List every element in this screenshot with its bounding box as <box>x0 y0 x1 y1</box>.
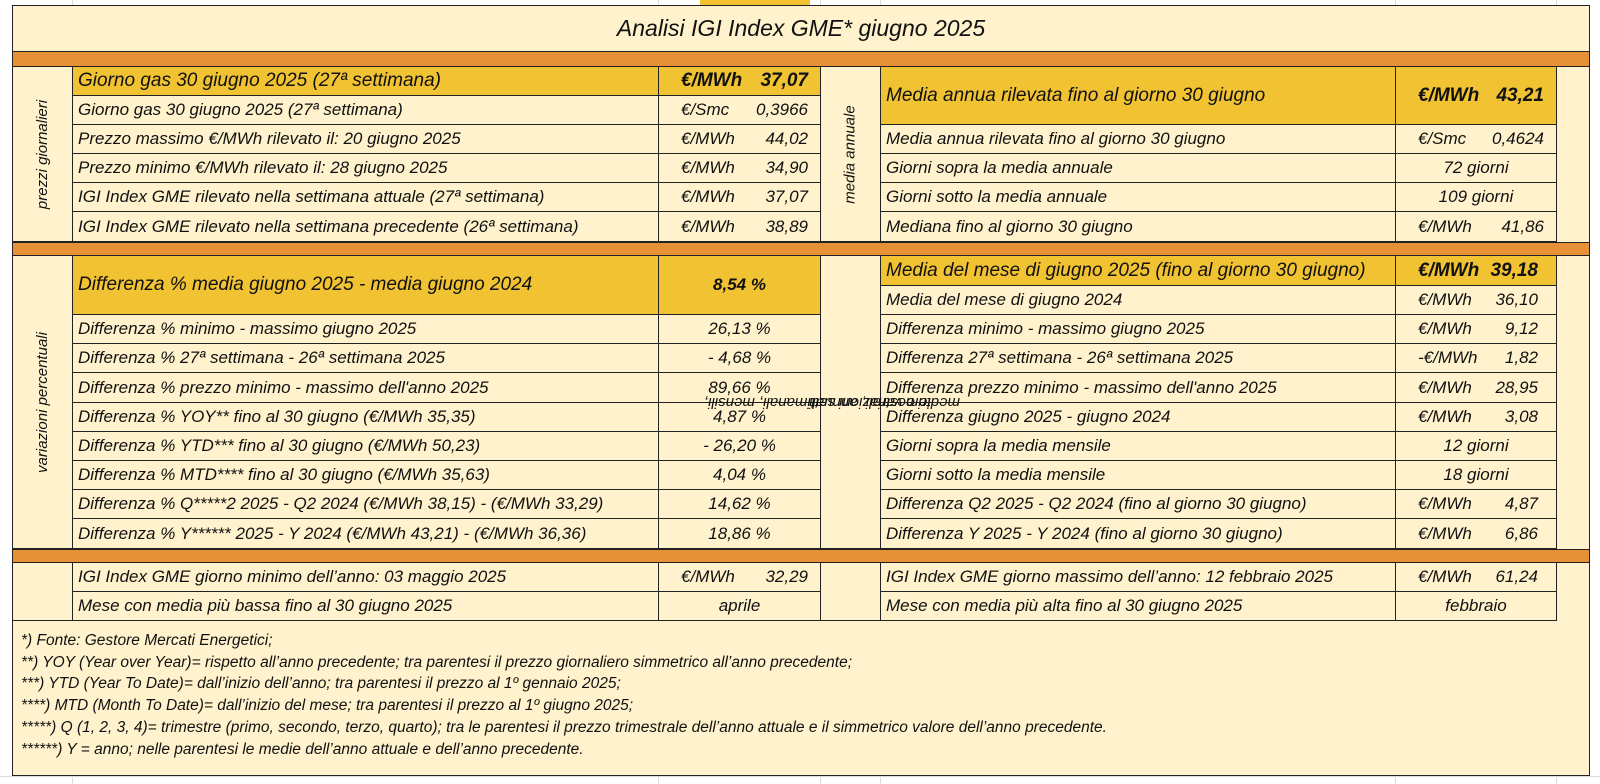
variation-value-0: €/MWh 39,18 <box>1396 256 1557 286</box>
section-label-annual-average: media annuale <box>821 67 881 242</box>
daily-value-0: €/MWh 37,07 <box>659 67 821 96</box>
percent-label-2: Differenza % 27ª settimana - 26ª settima… <box>73 344 659 373</box>
daily-value-4: €/MWh 37,07 <box>659 183 821 212</box>
variation-label-6: Giorni sopra la media mensile <box>881 432 1396 461</box>
bottom-right-label-0: IGI Index GME giorno massimo dell’anno: … <box>881 563 1396 592</box>
section-label-percent-variations: variazioni percentuali <box>13 256 73 549</box>
percent-label-1: Differenza % minimo - massimo giugno 202… <box>73 315 659 344</box>
annual-value-4: €/MWh 41,86 <box>1396 212 1557 242</box>
daily-value-1: €/Smc 0,3966 <box>659 96 821 125</box>
annual-label-3: Giorni sotto la media annuale <box>881 183 1396 212</box>
selected-column-marker <box>700 0 810 5</box>
analysis-sheet: Analisi IGI Index GME* giugno 2025 prezz… <box>12 5 1590 776</box>
daily-label-0: Giorno gas 30 giugno 2025 (27ª settimana… <box>73 67 659 96</box>
percent-label-7: Differenza % Q*****2 2025 - Q2 2024 (€/M… <box>73 490 659 519</box>
variation-label-2: Differenza minimo - massimo giugno 2025 <box>881 315 1396 344</box>
footnote: ***) YTD (Year To Date)= dall’inizio del… <box>21 675 621 693</box>
variation-label-9: Differenza Y 2025 - Y 2024 (fino al gior… <box>881 519 1396 549</box>
footnote: **) YOY (Year over Year)= rispetto all’a… <box>21 653 852 671</box>
percent-value-5: - 26,20 % <box>659 432 821 461</box>
percent-value-3: 89,66 % <box>659 373 821 403</box>
bottom-left-label-0: IGI Index GME giorno minimo dell’anno: 0… <box>73 563 659 592</box>
sheet-title: Analisi IGI Index GME* giugno 2025 <box>616 15 986 41</box>
footnote: *****) Q (1, 2, 3, 4)= trimestre (primo,… <box>21 718 1107 736</box>
separator-band <box>13 51 1589 67</box>
percent-label-0: Differenza % media giugno 2025 - media g… <box>73 256 659 315</box>
annual-label-1: Media annua rilevata fino al giorno 30 g… <box>881 125 1396 154</box>
footnote: ****) MTD (Month To Date)= dall’inizio d… <box>21 697 634 715</box>
daily-value-5: €/MWh 38,89 <box>659 212 821 242</box>
percent-label-8: Differenza % Y****** 2025 - Y 2024 (€/MW… <box>73 519 659 549</box>
annual-value-2: 72 giorni <box>1396 154 1557 183</box>
annual-label-4: Mediana fino al giorno 30 giugno <box>881 212 1396 242</box>
daily-label-2: Prezzo massimo €/MWh rilevato il: 20 giu… <box>73 125 659 154</box>
variation-value-5: €/MWh 3,08 <box>1396 403 1557 432</box>
percent-label-4: Differenza % YOY** fino al 30 giugno (€/… <box>73 403 659 432</box>
daily-label-3: Prezzo minimo €/MWh rilevato il: 28 giug… <box>73 154 659 183</box>
daily-label-1: Giorno gas 30 giugno 2025 (27ª settimana… <box>73 96 659 125</box>
variation-value-4: €/MWh 28,95 <box>1396 373 1557 403</box>
footnote: *) Fonte: Gestore Mercati Energetici; <box>21 632 273 649</box>
daily-label-4: IGI Index GME rilevato nella settimana a… <box>73 183 659 212</box>
annual-value-1: €/Smc 0,4624 <box>1396 125 1557 154</box>
bottom-left-value-1: aprile <box>659 592 821 621</box>
annual-label-2: Giorni sopra la media annuale <box>881 154 1396 183</box>
percent-value-2: - 4,68 % <box>659 344 821 373</box>
bottom-right-label-1: Mese con media più alta fino al 30 giugn… <box>881 592 1396 621</box>
section-label-daily-prices: prezzi giornalieri <box>13 67 73 242</box>
section-label-averages-variations: medie e variazioni settimanali, mensili,… <box>704 256 959 549</box>
empty-cell <box>13 563 73 621</box>
percent-value-6: 4,04 % <box>659 461 821 490</box>
percent-label-3: Differenza % prezzo minimo - massimo del… <box>73 373 659 403</box>
variation-label-3: Differenza 27ª settimana - 26ª settimana… <box>881 344 1396 373</box>
variation-label-8: Differenza Q2 2025 - Q2 2024 (fino al gi… <box>881 490 1396 519</box>
daily-value-3: €/MWh 34,90 <box>659 154 821 183</box>
percent-value-4: 4,87 % <box>659 403 821 432</box>
bottom-right-value-0: €/MWh 61,24 <box>1396 563 1557 592</box>
variation-label-1: Media del mese di giugno 2024 <box>881 286 1396 315</box>
annual-label-0: Media annua rilevata fino al giorno 30 g… <box>881 67 1396 125</box>
daily-value-2: €/MWh 44,02 <box>659 125 821 154</box>
annual-value-3: 109 giorni <box>1396 183 1557 212</box>
variation-value-2: €/MWh 9,12 <box>1396 315 1557 344</box>
variation-label-0: Media del mese di giugno 2025 (fino al g… <box>881 256 1396 286</box>
percent-label-6: Differenza % MTD**** fino al 30 giugno (… <box>73 461 659 490</box>
variation-value-8: €/MWh 4,87 <box>1396 490 1557 519</box>
separator-band <box>13 549 1589 563</box>
variation-label-4: Differenza prezzo minimo - massimo dell'… <box>881 373 1396 403</box>
separator-band <box>13 242 1589 256</box>
annual-value-0: €/MWh 43,21 <box>1396 67 1557 125</box>
bottom-right-value-1: febbraio <box>1396 592 1557 621</box>
percent-value-8: 18,86 % <box>659 519 821 549</box>
daily-label-5: IGI Index GME rilevato nella settimana p… <box>73 212 659 242</box>
percent-value-7: 14,62 % <box>659 490 821 519</box>
variation-value-1: €/MWh 36,10 <box>1396 286 1557 315</box>
variation-label-5: Differenza giugno 2025 - giugno 2024 <box>881 403 1396 432</box>
footnote: ******) Y = anno; nelle parentesi le med… <box>21 740 584 758</box>
empty-cell <box>821 563 881 621</box>
percent-label-5: Differenza % YTD*** fino al 30 giugno (€… <box>73 432 659 461</box>
variation-value-9: €/MWh 6,86 <box>1396 519 1557 549</box>
bottom-left-label-1: Mese con media più bassa fino al 30 giug… <box>73 592 659 621</box>
variation-label-7: Giorni sotto la media mensile <box>881 461 1396 490</box>
variation-value-6: 12 giorni <box>1396 432 1557 461</box>
bottom-left-value-0: €/MWh 32,29 <box>659 563 821 592</box>
percent-value-0: 8,54 % <box>659 256 821 315</box>
percent-value-1: 26,13 % <box>659 315 821 344</box>
footnotes: *) Fonte: Gestore Mercati Energetici; **… <box>13 625 1589 776</box>
variation-value-7: 18 giorni <box>1396 461 1557 490</box>
variation-value-3: -€/MWh 1,82 <box>1396 344 1557 373</box>
